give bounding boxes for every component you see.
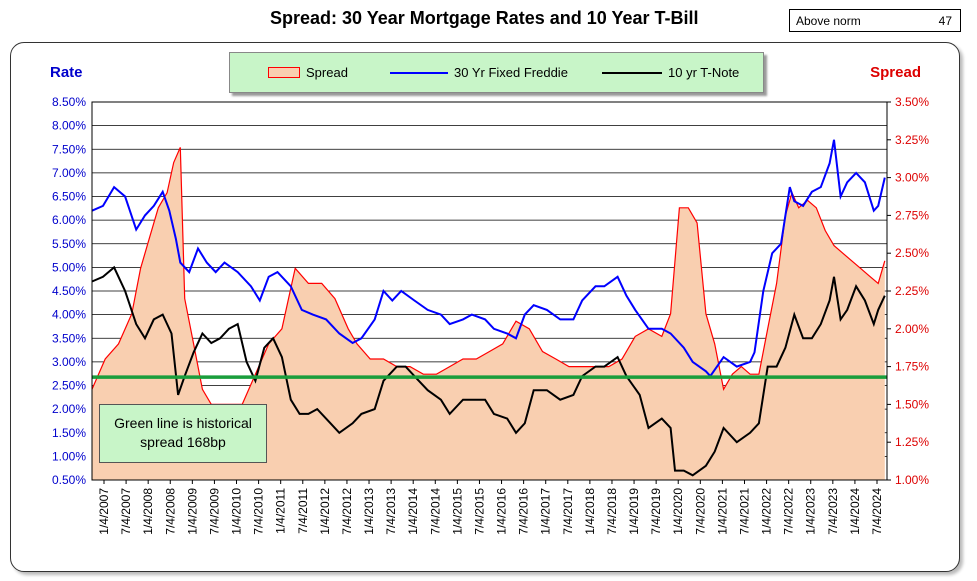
x-tick-label: 7/4/2008 bbox=[163, 488, 177, 535]
x-tick-label: 7/4/2010 bbox=[252, 488, 266, 535]
x-tick-label: 7/4/2016 bbox=[517, 488, 531, 535]
x-tick-label: 7/4/2014 bbox=[428, 488, 442, 535]
right-tick-label: 3.50% bbox=[895, 95, 929, 109]
legend-label-tnote: 10 yr T-Note bbox=[668, 65, 740, 80]
left-tick-label: 4.50% bbox=[52, 284, 86, 298]
x-tick-label: 1/4/2023 bbox=[804, 488, 818, 535]
left-tick-label: 1.50% bbox=[52, 426, 86, 440]
x-tick-label: 1/4/2020 bbox=[671, 488, 685, 535]
right-tick-label: 3.00% bbox=[895, 171, 929, 185]
left-tick-label: 2.50% bbox=[52, 379, 86, 393]
left-tick-label: 3.00% bbox=[52, 355, 86, 369]
x-tick-label: 1/4/2024 bbox=[848, 488, 862, 535]
historical-spread-note: Green line is historical spread 168bp bbox=[99, 404, 267, 463]
right-tick-label: 2.25% bbox=[895, 284, 929, 298]
x-tick-label: 1/4/2009 bbox=[185, 488, 199, 535]
left-tick-label: 0.50% bbox=[52, 473, 86, 487]
left-tick-label: 8.50% bbox=[52, 95, 86, 109]
left-tick-label: 4.00% bbox=[52, 308, 86, 322]
x-tick-label: 1/4/2016 bbox=[495, 488, 509, 535]
x-tick-label: 1/4/2018 bbox=[583, 488, 597, 535]
x-tick-label: 7/4/2022 bbox=[782, 488, 796, 535]
x-tick-label: 1/4/2014 bbox=[406, 488, 420, 535]
x-tick-label: 1/4/2013 bbox=[362, 488, 376, 535]
right-tick-label: 1.50% bbox=[895, 397, 929, 411]
right-tick-label: 3.25% bbox=[895, 133, 929, 147]
x-tick-label: 1/4/2019 bbox=[627, 488, 641, 535]
right-axis-ticks: 1.00% 1.25% 1.50% 1.75% 2.00% 2.25% 2.50% 2.75%… bbox=[887, 95, 929, 487]
x-tick-label: 1/4/2022 bbox=[760, 488, 774, 535]
x-tick-label: 7/4/2017 bbox=[561, 488, 575, 535]
legend-label-freddie: 30 Yr Fixed Freddie bbox=[454, 65, 568, 80]
right-tick-label: 1.00% bbox=[895, 473, 929, 487]
x-axis-ticks: 1/4/2007 7/4/2007 1/4/2008 7/4/2008 1/4/2009… bbox=[97, 480, 884, 535]
right-tick-label: 1.75% bbox=[895, 360, 929, 374]
x-tick-label: 7/4/2018 bbox=[605, 488, 619, 535]
x-tick-label: 1/4/2012 bbox=[318, 488, 332, 535]
tnote-series bbox=[91, 265, 886, 477]
legend: Spread 30 Yr Fixed Freddie 10 yr T-Note bbox=[229, 52, 764, 93]
x-tick-label: 7/4/2021 bbox=[737, 488, 751, 535]
legend-swatch-tnote bbox=[602, 71, 662, 74]
left-tick-label: 8.00% bbox=[52, 119, 86, 133]
left-axis-title: Rate bbox=[50, 64, 83, 81]
above-norm-box: Above norm 47 bbox=[789, 9, 961, 32]
above-norm-label: Above norm bbox=[796, 14, 861, 28]
chart-title: Spread: 30 Year Mortgage Rates and 10 Ye… bbox=[270, 8, 699, 28]
left-tick-label: 6.00% bbox=[52, 213, 86, 227]
left-tick-label: 2.00% bbox=[52, 402, 86, 416]
x-tick-label: 1/4/2008 bbox=[141, 488, 155, 535]
right-tick-label: 1.25% bbox=[895, 435, 929, 449]
legend-swatch-freddie bbox=[390, 71, 448, 74]
legend-label-spread: Spread bbox=[306, 65, 348, 80]
right-tick-label: 2.50% bbox=[895, 246, 929, 260]
x-tick-label: 7/4/2024 bbox=[870, 488, 884, 535]
freddie-line bbox=[91, 139, 886, 378]
left-tick-label: 7.50% bbox=[52, 142, 86, 156]
left-tick-label: 1.00% bbox=[52, 449, 86, 463]
right-axis-title: Spread bbox=[870, 64, 921, 81]
tnote-line bbox=[91, 265, 886, 477]
x-tick-label: 7/4/2009 bbox=[207, 488, 221, 535]
x-tick-label: 1/4/2007 bbox=[97, 488, 111, 535]
x-tick-label: 1/4/2011 bbox=[274, 488, 288, 534]
left-tick-label: 6.50% bbox=[52, 190, 86, 204]
right-tick-label: 2.00% bbox=[895, 322, 929, 336]
x-tick-label: 1/4/2021 bbox=[715, 488, 729, 535]
left-axis-ticks: 0.50% 1.00% 1.50% 2.00% 2.50% 3.00% 3.50% 4.00%… bbox=[52, 95, 86, 487]
x-tick-label: 7/4/2012 bbox=[340, 488, 354, 535]
note-line-1: Green line is historical bbox=[114, 415, 252, 431]
freddie-series bbox=[91, 139, 886, 378]
x-tick-label: 7/4/2015 bbox=[472, 488, 486, 535]
legend-item-spread: Spread bbox=[268, 65, 348, 80]
left-tick-label: 3.50% bbox=[52, 331, 86, 345]
x-tick-label: 7/4/2019 bbox=[649, 488, 663, 535]
right-tick-label: 2.75% bbox=[895, 208, 929, 222]
x-tick-label: 1/4/2015 bbox=[450, 488, 464, 535]
x-tick-label: 7/4/2007 bbox=[119, 488, 133, 535]
above-norm-value: 47 bbox=[938, 14, 952, 28]
note-line-2: spread 168bp bbox=[140, 434, 226, 450]
legend-item-freddie: 30 Yr Fixed Freddie bbox=[390, 65, 568, 80]
x-tick-label: 1/4/2017 bbox=[539, 488, 553, 535]
legend-item-tnote: 10 yr T-Note bbox=[602, 65, 739, 80]
x-tick-label: 7/4/2023 bbox=[826, 488, 840, 535]
x-tick-label: 1/4/2010 bbox=[230, 488, 244, 535]
x-tick-label: 7/4/2011 bbox=[296, 488, 310, 534]
left-tick-label: 5.00% bbox=[52, 260, 86, 274]
left-tick-label: 7.00% bbox=[52, 166, 86, 180]
left-tick-label: 5.50% bbox=[52, 237, 86, 251]
legend-swatch-spread bbox=[268, 67, 300, 78]
x-tick-label: 7/4/2020 bbox=[693, 488, 707, 535]
x-tick-label: 7/4/2013 bbox=[384, 488, 398, 535]
